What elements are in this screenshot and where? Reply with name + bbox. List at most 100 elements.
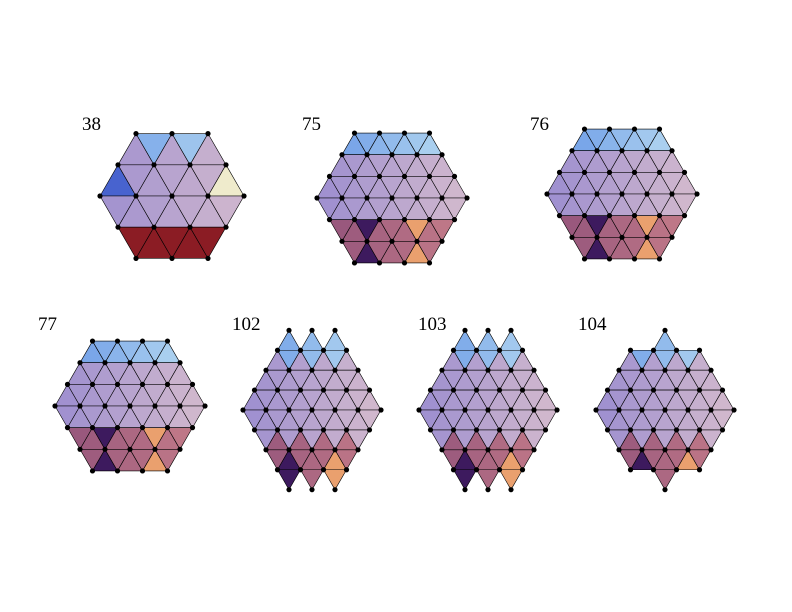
atom: [627, 347, 634, 353]
atom: [669, 191, 675, 197]
cluster: 75: [302, 114, 470, 266]
atom: [606, 213, 613, 219]
atom: [127, 446, 133, 452]
atom: [656, 256, 663, 262]
atom: [508, 447, 514, 453]
facet: [416, 241, 443, 264]
facet: [453, 330, 477, 351]
facet: [659, 215, 685, 238]
atom: [326, 217, 333, 223]
atom: [708, 367, 714, 373]
atom: [320, 467, 327, 473]
atom: [485, 447, 491, 453]
atom: [364, 195, 370, 201]
atom: [439, 152, 445, 158]
atom: [133, 193, 139, 199]
atom: [102, 360, 108, 366]
atom: [593, 407, 599, 413]
atom: [439, 407, 445, 413]
atom: [719, 427, 726, 433]
facet: [687, 449, 712, 471]
atom: [462, 407, 468, 413]
atom: [496, 467, 503, 473]
atom: [631, 256, 638, 262]
atom: [177, 360, 183, 366]
atom: [97, 193, 103, 199]
atom: [544, 191, 550, 197]
atom: [662, 407, 668, 413]
atom: [594, 191, 600, 197]
atom: [627, 387, 634, 393]
atom: [669, 234, 675, 240]
atom: [177, 446, 183, 452]
atom: [401, 173, 408, 179]
atom: [309, 367, 315, 373]
atom: [152, 403, 158, 409]
atom: [115, 162, 121, 168]
atom: [187, 162, 193, 168]
facet: [300, 330, 324, 351]
atom: [416, 407, 422, 413]
atom: [631, 169, 638, 175]
atom: [89, 381, 96, 387]
atom: [473, 347, 480, 353]
atom: [151, 224, 157, 230]
atom: [223, 224, 229, 230]
atom: [508, 407, 514, 413]
cluster: 38: [82, 114, 247, 261]
atom: [673, 347, 680, 353]
atom: [355, 447, 361, 453]
facet: [189, 226, 227, 259]
atom: [364, 152, 370, 158]
atom: [656, 126, 663, 132]
atom: [731, 407, 737, 413]
atom: [205, 131, 211, 137]
atom: [606, 256, 613, 262]
atom: [496, 427, 503, 433]
atom: [274, 347, 281, 353]
atom: [177, 403, 183, 409]
atom: [320, 347, 327, 353]
atom: [708, 407, 714, 413]
atom: [89, 338, 96, 344]
atom: [673, 467, 680, 473]
atom: [542, 427, 549, 433]
atom: [656, 213, 663, 219]
atom: [581, 256, 588, 262]
atom: [332, 447, 338, 453]
atom: [485, 407, 491, 413]
cluster-label: 103: [418, 314, 447, 335]
atom: [286, 487, 292, 493]
atom: [519, 387, 526, 393]
atom: [462, 367, 468, 373]
cluster-label: 104: [578, 314, 607, 335]
atom: [339, 152, 345, 158]
atom: [639, 447, 645, 453]
atom: [332, 327, 338, 333]
atom: [685, 407, 691, 413]
atom: [343, 467, 350, 473]
facet: [323, 469, 347, 490]
facet: [334, 449, 359, 471]
atom: [64, 381, 71, 387]
atom: [627, 427, 634, 433]
facet: [510, 449, 535, 471]
facet: [277, 330, 301, 351]
facet: [429, 219, 455, 242]
atom: [343, 387, 350, 393]
facet: [533, 409, 558, 431]
atom: [496, 387, 503, 393]
atom: [604, 387, 611, 393]
atom: [332, 487, 338, 493]
atom: [320, 427, 327, 433]
atom: [127, 403, 133, 409]
atom: [297, 427, 304, 433]
atom: [389, 195, 395, 201]
atom: [169, 131, 175, 137]
atom: [462, 487, 468, 493]
atom: [286, 407, 292, 413]
atom: [439, 238, 445, 244]
atom: [662, 327, 668, 333]
atom: [631, 126, 638, 132]
